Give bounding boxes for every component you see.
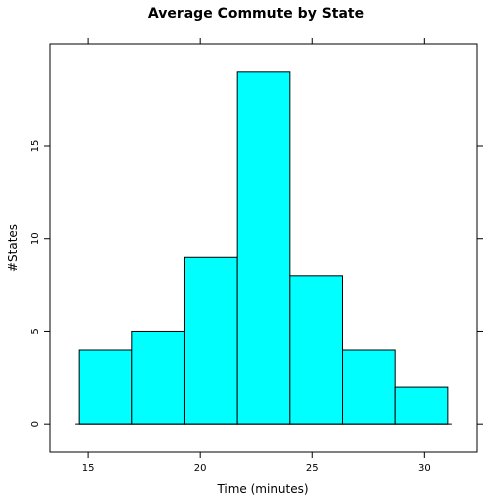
x-tick-label: 20: [194, 463, 207, 474]
plot-panel: [49, 43, 478, 453]
x-tick-label: 25: [306, 463, 319, 474]
histogram-bar: [131, 330, 185, 425]
axes-group: 15 20 25 30 0 5 10 15: [30, 38, 483, 474]
histogram-bar: [342, 349, 396, 425]
histogram-bar: [236, 71, 291, 425]
y-tick-label: 10: [30, 232, 41, 245]
x-tick-label: 30: [418, 463, 431, 474]
histogram-bar: [289, 275, 344, 425]
chart-title: Average Commute by State: [148, 6, 364, 22]
histogram-bar: [78, 349, 133, 425]
y-tick-label: 5: [30, 328, 41, 334]
y-tick-label: 15: [30, 140, 41, 153]
bars-group: [78, 71, 449, 425]
x-tick-label: 15: [82, 463, 95, 474]
histogram-bar: [394, 386, 449, 425]
histogram-bar: [183, 256, 238, 425]
y-tick-label: 0: [30, 421, 41, 427]
y-axis-label: #States: [6, 224, 20, 272]
x-axis-label: Time (minutes): [216, 482, 308, 496]
